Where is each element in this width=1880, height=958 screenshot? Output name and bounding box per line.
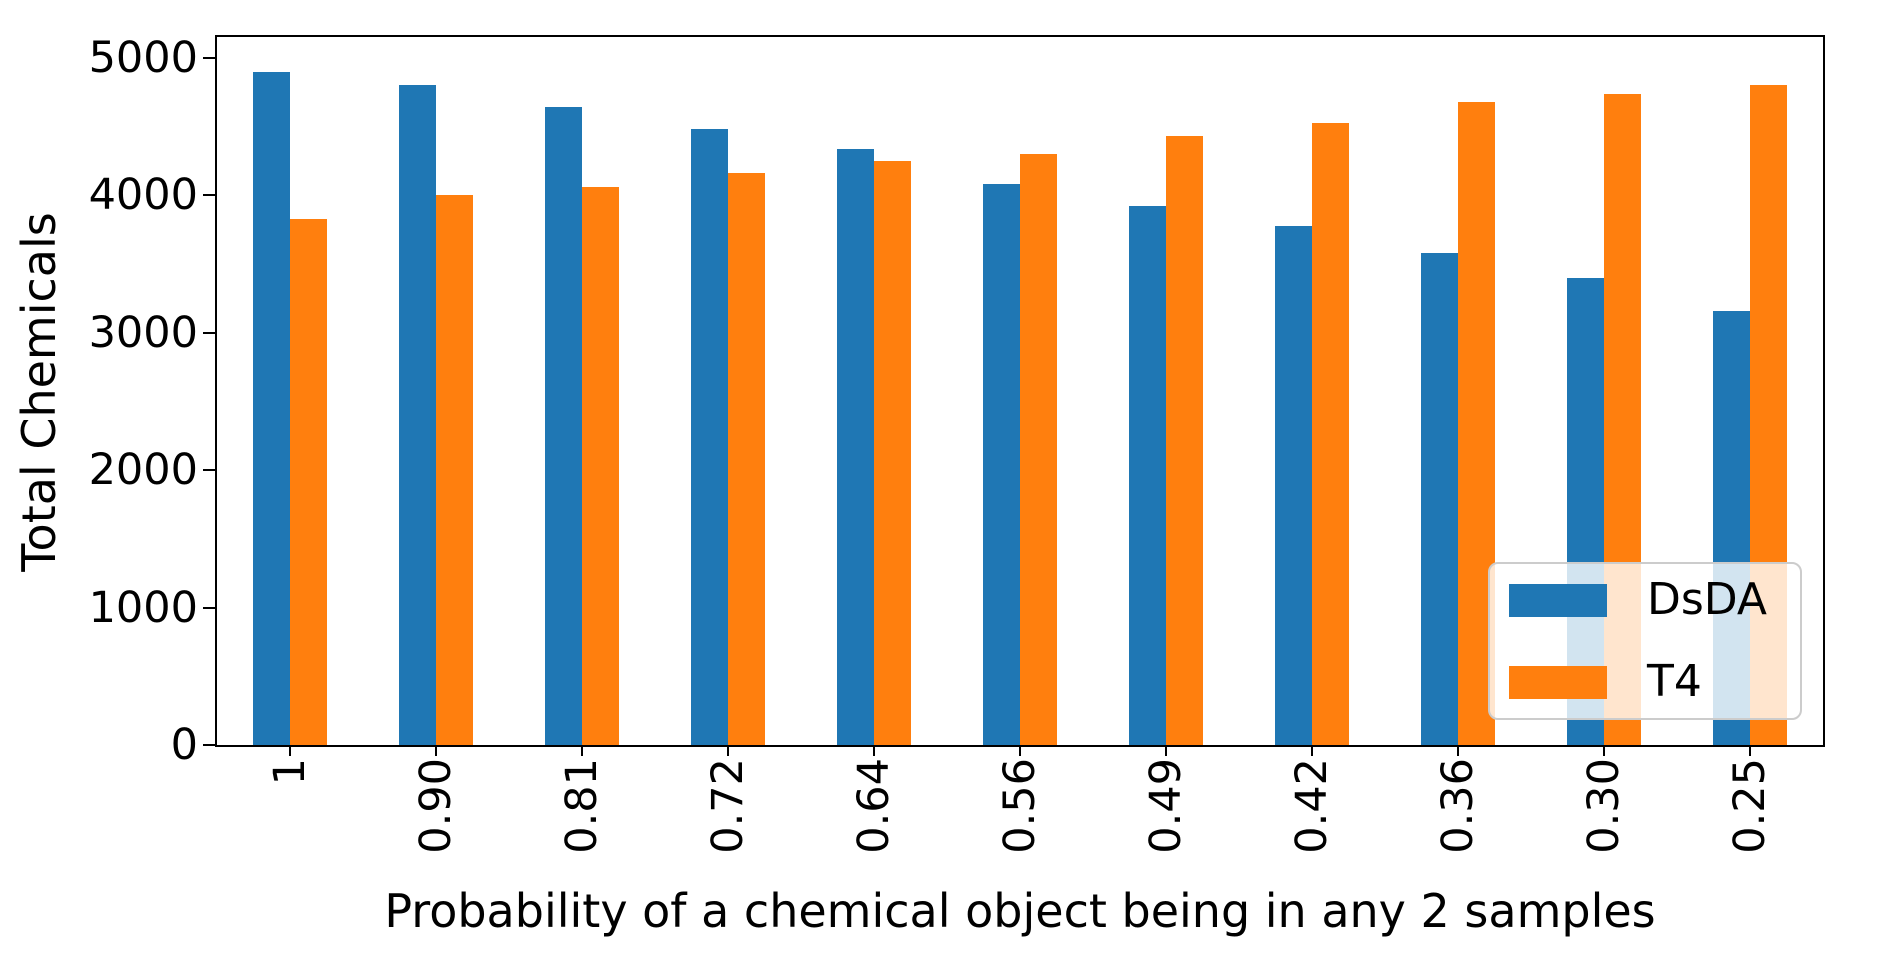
x-tick-mark bbox=[873, 745, 875, 756]
x-tick-label: 0.25 bbox=[1725, 758, 1775, 854]
x-tick-mark bbox=[727, 745, 729, 756]
x-axis-label: Probability of a chemical object being i… bbox=[384, 884, 1656, 938]
bar-dsda bbox=[1275, 226, 1312, 745]
bar-dsda bbox=[837, 149, 874, 745]
legend-label-dsda: DsDA bbox=[1647, 574, 1768, 625]
x-tick-mark bbox=[581, 745, 583, 756]
x-tick-label: 0.36 bbox=[1433, 758, 1483, 854]
bar-dsda bbox=[399, 85, 436, 745]
x-tick-label: 0.30 bbox=[1579, 758, 1629, 854]
bar-t4 bbox=[1166, 136, 1203, 745]
bar-t4 bbox=[728, 173, 765, 745]
legend-swatch-t4 bbox=[1509, 665, 1607, 699]
legend-label-t4: T4 bbox=[1647, 656, 1702, 707]
legend-entry-dsda: DsDA bbox=[1509, 578, 1780, 622]
x-tick-mark bbox=[1311, 745, 1313, 756]
x-tick-mark bbox=[435, 745, 437, 756]
x-tick-label: 0.81 bbox=[557, 758, 607, 854]
y-tick-label: 2000 bbox=[88, 445, 198, 496]
x-tick-label: 0.56 bbox=[995, 758, 1045, 854]
y-tick-mark bbox=[203, 57, 215, 59]
y-tick-mark bbox=[203, 744, 215, 746]
y-tick-mark bbox=[203, 331, 215, 334]
x-tick-mark bbox=[1603, 745, 1605, 756]
x-tick-label: 0.90 bbox=[411, 758, 461, 854]
x-tick-mark bbox=[1165, 745, 1167, 756]
x-tick-mark bbox=[289, 745, 291, 756]
y-tick-label: 4000 bbox=[88, 170, 198, 221]
bar-dsda bbox=[253, 72, 290, 745]
y-tick-mark bbox=[203, 606, 215, 609]
y-tick-mark bbox=[203, 469, 215, 472]
y-axis-label: Total Chemicals bbox=[12, 212, 66, 572]
bar-t4 bbox=[436, 195, 473, 745]
legend-entry-t4: T4 bbox=[1509, 660, 1780, 704]
x-tick-label: 1 bbox=[265, 758, 315, 786]
y-tick-label: 1000 bbox=[88, 582, 198, 633]
bar-t4 bbox=[290, 219, 327, 745]
x-tick-label: 0.49 bbox=[1141, 758, 1191, 854]
x-tick-mark bbox=[1019, 745, 1021, 756]
y-tick-mark bbox=[203, 194, 215, 197]
x-tick-mark bbox=[1457, 745, 1459, 756]
bar-t4 bbox=[874, 161, 911, 745]
y-tick-label: 0 bbox=[170, 720, 198, 770]
legend: DsDA T4 bbox=[1488, 562, 1802, 720]
bar-t4 bbox=[1020, 154, 1057, 745]
bar-dsda bbox=[545, 107, 582, 745]
bar-dsda bbox=[1421, 253, 1458, 745]
bar-t4 bbox=[582, 187, 619, 745]
legend-swatch-dsda bbox=[1509, 583, 1607, 617]
bar-dsda bbox=[1129, 206, 1166, 745]
x-tick-mark bbox=[1749, 745, 1751, 756]
x-tick-label: 0.72 bbox=[703, 758, 753, 854]
y-tick-label: 3000 bbox=[88, 307, 198, 358]
bar-t4 bbox=[1312, 123, 1349, 745]
x-tick-label: 0.42 bbox=[1287, 758, 1337, 854]
bar-dsda bbox=[691, 129, 728, 745]
bar-dsda bbox=[983, 184, 1020, 745]
x-tick-label: 0.64 bbox=[849, 758, 899, 854]
y-tick-label: 5000 bbox=[88, 33, 198, 83]
